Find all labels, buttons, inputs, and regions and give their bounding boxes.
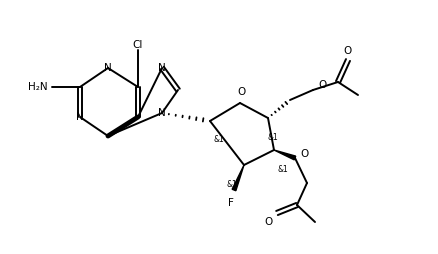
Text: O: O [318, 80, 326, 90]
Text: O: O [265, 217, 273, 227]
Text: N: N [158, 63, 166, 73]
Text: &1: &1 [277, 165, 288, 174]
Text: Cl: Cl [133, 40, 143, 50]
Text: O: O [238, 87, 246, 97]
Text: O: O [344, 46, 352, 56]
Text: &1: &1 [226, 180, 237, 189]
Text: H₂N: H₂N [28, 82, 48, 92]
Text: &1: &1 [213, 135, 224, 144]
Text: O: O [300, 149, 308, 159]
Text: N: N [76, 112, 84, 122]
Text: N: N [104, 63, 112, 73]
Text: N: N [158, 108, 166, 118]
Text: &1: &1 [268, 133, 279, 142]
Polygon shape [232, 165, 244, 191]
Polygon shape [274, 150, 296, 160]
Text: F: F [228, 198, 234, 208]
